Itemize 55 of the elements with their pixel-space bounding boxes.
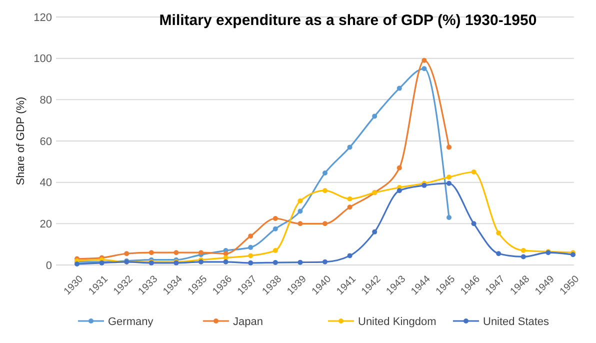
y-tick-label: 20	[40, 218, 52, 231]
point	[347, 204, 352, 210]
point	[347, 253, 352, 258]
point	[422, 66, 427, 72]
point	[272, 260, 278, 266]
point	[124, 251, 130, 256]
point	[272, 216, 278, 221]
point	[471, 170, 476, 174]
y-tick-label: 40	[40, 177, 52, 190]
point	[298, 260, 303, 265]
y-axis-title: Share of GDP (%)	[15, 96, 27, 186]
point	[446, 214, 452, 220]
point	[223, 259, 228, 264]
point	[322, 221, 328, 226]
point	[248, 253, 254, 258]
point	[248, 260, 254, 266]
point	[347, 144, 352, 150]
point	[322, 170, 328, 176]
point	[520, 248, 526, 254]
point	[422, 58, 427, 63]
point	[272, 226, 278, 232]
legend-label: United Kingdom	[358, 316, 436, 328]
legend-label: Germany	[108, 316, 154, 328]
point	[272, 248, 278, 254]
point	[298, 198, 303, 204]
point	[396, 86, 402, 91]
y-tick-label: 80	[40, 94, 52, 107]
point	[372, 229, 378, 234]
point	[372, 114, 378, 119]
point	[520, 254, 526, 260]
point	[446, 174, 452, 180]
point	[248, 244, 254, 250]
point	[496, 251, 502, 256]
point	[396, 165, 402, 170]
point	[248, 234, 254, 239]
chart-title: Military expenditure as a share of GDP (%) 1930-1950	[159, 12, 537, 29]
y-tick-label: 0	[46, 260, 52, 272]
point	[298, 208, 303, 214]
point	[298, 221, 303, 226]
point	[396, 188, 402, 194]
legend-label: United States	[483, 316, 550, 328]
y-tick-label: 60	[40, 136, 52, 148]
point	[174, 250, 179, 256]
point	[347, 196, 352, 202]
point	[322, 188, 328, 194]
point	[446, 144, 452, 150]
point	[471, 221, 476, 226]
point	[322, 259, 328, 264]
legend-label: Japan	[233, 316, 263, 328]
point	[223, 251, 228, 256]
point	[446, 180, 452, 186]
point	[148, 250, 154, 256]
y-tick-label: 100	[34, 53, 52, 66]
point	[496, 230, 502, 236]
y-tick-label: 120	[34, 12, 52, 24]
